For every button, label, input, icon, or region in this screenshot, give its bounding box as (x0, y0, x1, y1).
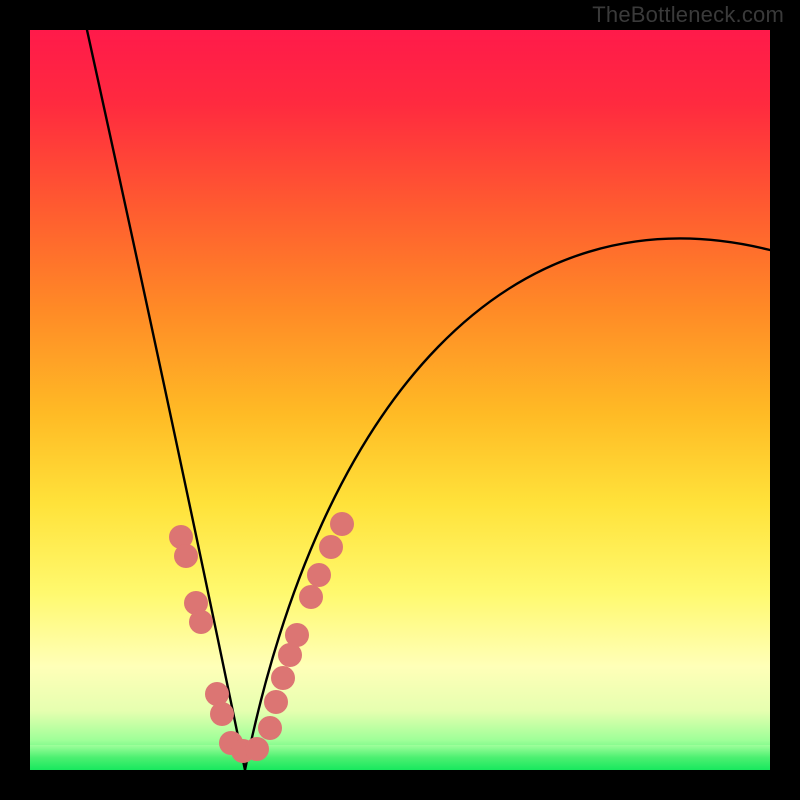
bottom-band (30, 745, 770, 770)
overlay-point (271, 666, 295, 690)
overlay-point (189, 610, 213, 634)
overlay-point (285, 623, 309, 647)
watermark-text: TheBottleneck.com (592, 2, 784, 28)
overlay-point (264, 690, 288, 714)
overlay-point (245, 737, 269, 761)
plot-background (30, 30, 770, 770)
chart-container: TheBottleneck.com (0, 0, 800, 800)
overlay-point (205, 682, 229, 706)
overlay-point (210, 702, 234, 726)
overlay-point (258, 716, 282, 740)
overlay-point (319, 535, 343, 559)
overlay-point (307, 563, 331, 587)
overlay-point (299, 585, 323, 609)
bottleneck-chart (0, 0, 800, 800)
overlay-point (174, 544, 198, 568)
overlay-point (330, 512, 354, 536)
